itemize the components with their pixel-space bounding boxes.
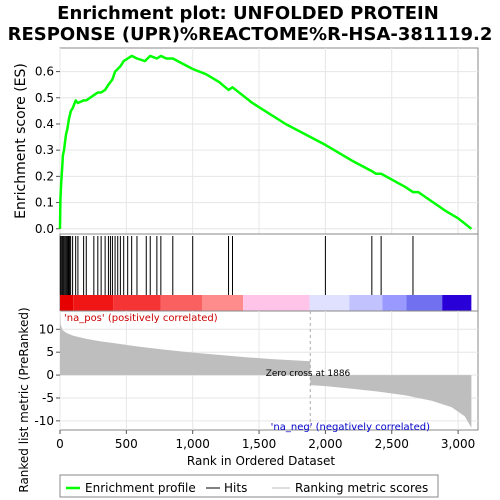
color-bar-segment (382, 295, 407, 311)
color-bar-segment (60, 295, 74, 311)
legend: Enrichment profile Hits Ranking metric s… (59, 474, 439, 498)
color-bar-segment (243, 295, 310, 311)
rank-tick-label: 0 (46, 368, 54, 382)
legend-ranking-label: Ranking metric scores (295, 481, 428, 495)
x-tick-label: 500 (115, 437, 138, 451)
x-tick-label: 2,500 (375, 437, 409, 451)
rank-y-ticks: -10 -5 0 5 10 (34, 322, 60, 428)
color-bar-segment (309, 295, 350, 311)
es-tick-label: 0.0 (35, 222, 54, 236)
color-bar-segment (201, 295, 244, 311)
enrichment-profile-line (58, 54, 473, 230)
negative-correlation-label: 'na_neg' (negatively correlated) (271, 422, 430, 433)
es-panel: 0.0 0.1 0.2 0.3 0.4 0.5 0.6 Enrichment score (… (13, 47, 479, 236)
x-tick-label: 3,000 (441, 437, 475, 451)
color-bar-segment (349, 295, 383, 311)
x-tick-label: 2,000 (308, 437, 342, 451)
x-axis-ticks: 0 500 1,000 1,500 2,000 2,500 3,000 (56, 430, 475, 451)
ranking-metric-area (60, 311, 472, 428)
x-tick-label: 0 (56, 437, 64, 451)
color-bar-segment (442, 295, 472, 311)
rank-y-axis-label: Ranked list metric (PreRanked) (17, 307, 31, 492)
legend-hits-label: Hits (224, 481, 247, 495)
title-line-1: Enrichment plot: UNFOLDED PROTEIN (57, 3, 439, 24)
gene-hit-marks (59, 236, 414, 295)
es-y-axis-label: Enrichment score (ES) (13, 63, 29, 219)
es-tick-label: 0.1 (35, 196, 54, 210)
x-tick-label: 1,000 (176, 437, 210, 451)
color-bar-segment (406, 295, 443, 311)
legend-enrichment-label: Enrichment profile (85, 481, 196, 495)
x-tick-label: 1,500 (242, 437, 276, 451)
ranked-list-color-bar (60, 295, 472, 311)
positive-correlation-label: 'na_pos' (positively correlated) (64, 313, 218, 324)
es-gridlines (59, 48, 478, 234)
x-axis-label: Rank in Ordered Dataset (187, 454, 335, 468)
es-tick-label: 0.3 (35, 143, 54, 157)
rank-tick-label: -10 (34, 414, 54, 428)
color-bar-segment (113, 295, 161, 311)
es-tick-label: 0.6 (35, 65, 54, 79)
chart-title: Enrichment plot: UNFOLDED PROTEIN RESPON… (8, 3, 493, 45)
es-y-ticks: 0.0 0.1 0.2 0.3 0.4 0.5 0.6 (35, 65, 60, 236)
rank-tick-label: 10 (39, 322, 54, 336)
es-tick-label: 0.2 (35, 169, 54, 183)
es-tick-label: 0.5 (35, 91, 54, 105)
color-bar-segment (160, 295, 202, 311)
rank-tick-label: 5 (46, 345, 54, 359)
hits-panel (59, 233, 479, 312)
rank-panel: -10 -5 0 5 10 'na_pos' (positively correlate… (17, 307, 479, 493)
rank-tick-label: -5 (42, 391, 54, 405)
rank-gridlines (59, 311, 478, 430)
color-bar-segment (73, 295, 114, 311)
es-tick-label: 0.4 (35, 117, 54, 131)
legend-box (59, 474, 439, 498)
zero-cross-label: Zero cross at 1886 (266, 369, 351, 379)
title-line-2: RESPONSE (UPR)%REACTOME%R-HSA-381119.2 (8, 24, 493, 45)
es-plot-area (59, 47, 479, 235)
